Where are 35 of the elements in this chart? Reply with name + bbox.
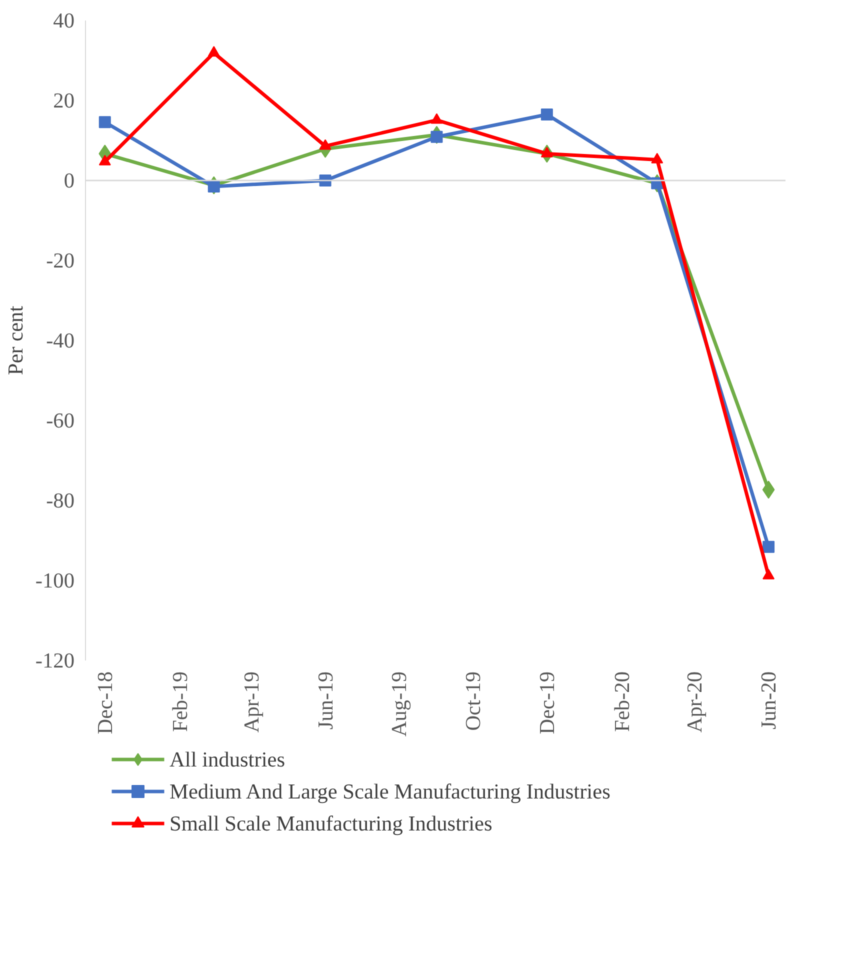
point: [319, 139, 332, 150]
x-tick-label: Jun-20: [756, 671, 781, 730]
point: [430, 113, 443, 124]
x-tick-label: Dec-18: [92, 671, 117, 734]
y-tick-label: -20: [46, 248, 75, 272]
legend-label: All industries: [170, 748, 286, 772]
y-tick-label: -40: [46, 328, 75, 352]
y-tick-label: 0: [64, 168, 75, 192]
x-tick-label: Feb-19: [168, 671, 192, 732]
y-tick-label: -120: [35, 648, 75, 672]
x-tick-label: Aug-19: [387, 671, 412, 737]
x-tick-label: Dec-19: [534, 671, 559, 734]
legend-label: Medium And Large Scale Manufacturing Industries: [170, 780, 610, 804]
point: [98, 154, 111, 166]
x-tick-label: Apr-20: [682, 671, 707, 733]
x-tick-label: Jun-19: [313, 671, 338, 730]
point: [762, 480, 775, 499]
y-tick-label: -80: [46, 488, 75, 512]
point: [208, 180, 220, 192]
point: [651, 152, 664, 164]
point: [762, 540, 775, 553]
point: [430, 130, 443, 143]
legend-label: Small Scale Manufacturing Industries: [170, 812, 492, 836]
x-tick-label: Oct-19: [461, 671, 486, 731]
y-tick-label: 40: [53, 8, 74, 32]
y-tick-label: -100: [35, 568, 75, 592]
y-tick-label: -60: [46, 408, 75, 432]
point: [540, 108, 553, 120]
y-tick-label: 20: [53, 88, 74, 112]
point: [208, 46, 220, 57]
point: [98, 116, 111, 128]
point: [540, 146, 553, 158]
y-axis-title: Per cent: [3, 306, 28, 376]
x-tick-label: Apr-19: [239, 671, 264, 733]
x-tick-label: Feb-20: [610, 671, 634, 732]
